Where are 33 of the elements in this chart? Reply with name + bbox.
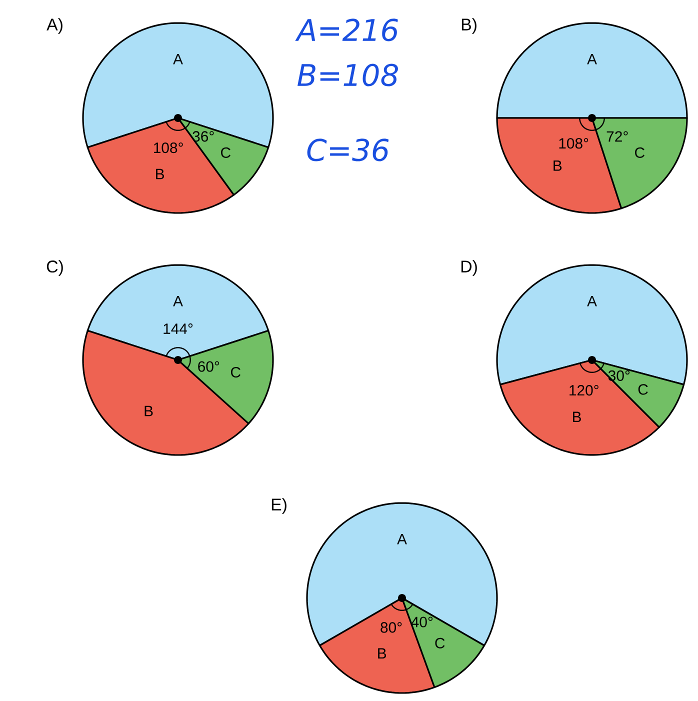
data-label: 144° <box>164 323 193 334</box>
slice-label: A <box>173 54 183 64</box>
data-label: 72° <box>606 131 628 142</box>
data-label: 40° <box>411 616 433 628</box>
slice-label: B <box>144 406 153 416</box>
slice-label: B <box>572 412 581 422</box>
slice-label: C <box>635 147 644 158</box>
data-label: 120° <box>570 384 598 396</box>
slice-label: A <box>587 296 597 306</box>
slice-label: A <box>397 534 407 544</box>
chart-title: C) <box>46 260 63 276</box>
chart-title: A) <box>46 18 62 34</box>
slice-label: B <box>156 168 164 180</box>
data-label: 30° <box>608 370 630 381</box>
slice-label: B <box>378 648 386 658</box>
data-label: 36° <box>192 131 214 142</box>
data-label: 108° <box>559 138 588 149</box>
text: A=216 <box>295 18 398 42</box>
chart-title: B) <box>462 18 476 34</box>
slice-label: C <box>638 384 648 395</box>
data-label: 60° <box>198 361 220 372</box>
data-label: 80° <box>380 622 402 633</box>
chart-title: E) <box>272 498 286 514</box>
slice-label: A <box>587 54 597 64</box>
chart-title: D) <box>461 260 477 276</box>
slice-label: A <box>173 296 183 306</box>
data-label: 108° <box>154 142 183 154</box>
text: B=108 <box>298 64 398 86</box>
slice-label: C <box>435 638 445 648</box>
slice-label: C <box>230 366 240 378</box>
slice-label: B <box>554 160 562 171</box>
text: C=36 <box>307 138 389 162</box>
slice-label: C <box>221 147 230 158</box>
